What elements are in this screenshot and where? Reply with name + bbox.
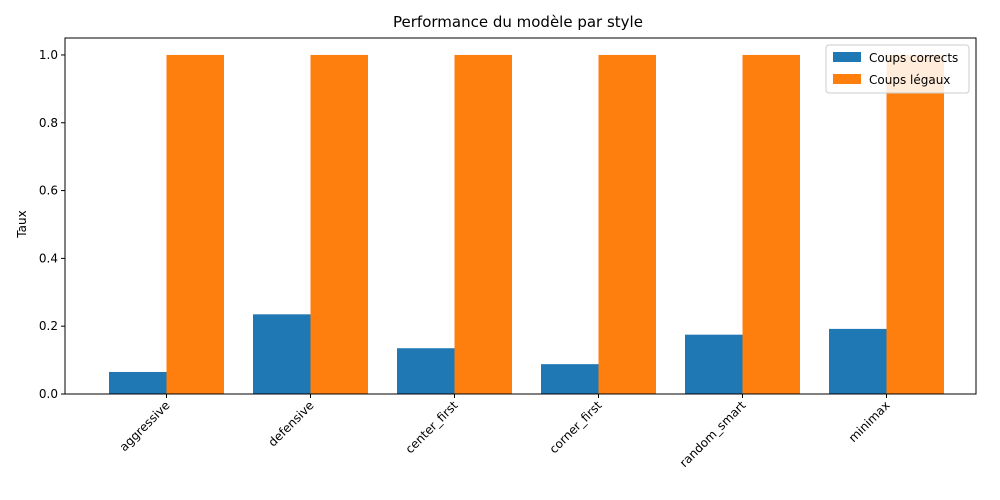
y-tick-label: 0.2	[39, 319, 58, 333]
bar-1-5	[886, 54, 944, 394]
legend-label-0: Coups corrects	[869, 51, 958, 65]
bar-0-3	[541, 364, 599, 394]
chart-title: Performance du modèle par style	[393, 13, 643, 31]
y-axis-label: Taux	[15, 210, 29, 238]
bar-0-5	[829, 328, 887, 394]
legend-label-1: Coups légaux	[869, 73, 950, 87]
y-tick-label: 0.6	[39, 184, 58, 198]
bar-0-4	[685, 334, 743, 394]
bar-1-1	[310, 54, 368, 394]
bar-1-2	[454, 54, 512, 394]
x-axis: aggressive defensive center_first corner_fi…	[117, 394, 893, 470]
x-tick-label: random_smart	[677, 398, 749, 470]
bar-0-2	[397, 348, 455, 394]
y-tick-label: 1.0	[39, 48, 58, 62]
legend-box	[825, 44, 970, 94]
bar-1-4	[742, 54, 800, 394]
x-tick-label: corner_first	[547, 398, 605, 456]
y-tick-label: 0.0	[39, 387, 58, 401]
bars-group	[109, 54, 944, 394]
legend-swatch-1	[833, 74, 861, 84]
bar-0-1	[253, 314, 311, 394]
plot-frame	[64, 37, 977, 395]
x-tick-label: aggressive	[117, 398, 173, 454]
legend-swatch-0	[833, 52, 861, 62]
x-tick-label: center_first	[403, 398, 461, 456]
y-tick-label: 0.8	[39, 116, 58, 130]
legend: Coups corrects Coups légaux	[825, 44, 970, 94]
bar-0-0	[109, 371, 167, 394]
y-tick-label: 0.4	[39, 251, 58, 265]
x-tick-label: defensive	[265, 398, 316, 449]
bar-1-0	[166, 54, 224, 394]
x-tick-label: minimax	[846, 398, 893, 445]
y-axis: 0.0 0.2 0.4 0.6 0.8 1.0	[39, 48, 65, 401]
bar-1-3	[598, 54, 656, 394]
